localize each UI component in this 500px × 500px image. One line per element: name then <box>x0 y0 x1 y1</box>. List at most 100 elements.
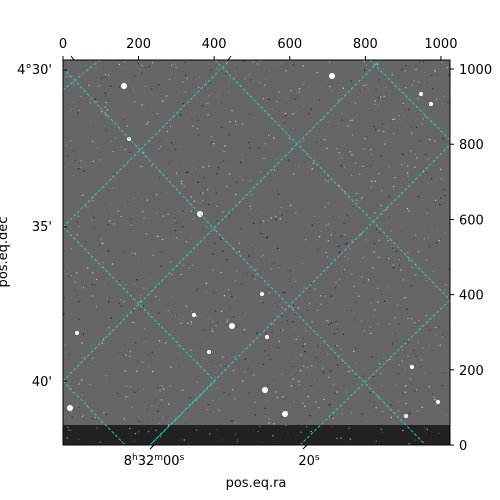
noise-pixel <box>226 319 228 321</box>
noise-pixel <box>289 269 292 272</box>
noise-pixel <box>271 349 273 351</box>
noise-pixel <box>160 265 162 267</box>
noise-pixel <box>274 379 276 382</box>
noise-pixel <box>232 369 235 372</box>
noise-pixel <box>420 169 422 172</box>
noise-pixel <box>102 338 105 340</box>
noise-pixel <box>216 220 218 222</box>
noise-pixel <box>342 87 345 89</box>
noise-pixel <box>202 199 204 201</box>
noise-pixel <box>108 189 110 191</box>
noise-pixel <box>311 168 313 170</box>
noise-pixel <box>201 423 203 426</box>
noise-pixel <box>287 432 289 434</box>
noise-pixel <box>244 358 246 360</box>
noise-pixel <box>145 233 148 235</box>
noise-pixel <box>139 300 141 302</box>
noise-pixel <box>172 238 174 240</box>
noise-pixel <box>330 234 333 236</box>
noise-pixel <box>399 428 401 430</box>
noise-pixel <box>420 325 422 327</box>
noise-pixel <box>428 385 431 388</box>
noise-pixel <box>281 61 283 63</box>
noise-pixel <box>363 69 366 71</box>
noise-pixel <box>304 293 307 296</box>
noise-pixel <box>162 417 164 419</box>
noise-pixel <box>63 297 65 299</box>
noise-pixel <box>438 326 440 328</box>
noise-pixel <box>172 200 174 202</box>
noise-pixel <box>270 217 272 219</box>
noise-pixel <box>382 410 384 413</box>
noise-pixel <box>402 429 404 432</box>
noise-pixel <box>435 333 437 336</box>
noise-pixel <box>228 420 231 423</box>
noise-pixel <box>233 316 235 318</box>
noise-pixel <box>375 129 377 131</box>
noise-pixel <box>316 301 318 303</box>
noise-pixel <box>76 234 78 236</box>
noise-pixel <box>105 114 107 116</box>
noise-pixel <box>291 306 293 308</box>
noise-pixel <box>141 64 143 67</box>
noise-pixel <box>136 279 138 281</box>
noise-pixel <box>278 162 280 164</box>
noise-pixel <box>377 287 379 289</box>
noise-pixel <box>311 321 313 323</box>
noise-pixel <box>82 286 85 289</box>
noise-pixel <box>93 321 95 323</box>
noise-pixel <box>281 329 284 331</box>
noise-pixel <box>394 317 396 319</box>
noise-pixel <box>252 61 254 63</box>
noise-pixel <box>380 110 382 112</box>
noise-pixel <box>99 441 101 444</box>
noise-pixel <box>196 315 198 318</box>
noise-pixel <box>435 242 438 244</box>
noise-pixel <box>141 392 143 394</box>
noise-pixel <box>240 228 242 230</box>
noise-pixel <box>110 317 112 319</box>
noise-pixel <box>281 315 283 317</box>
noise-pixel <box>365 64 367 66</box>
noise-pixel <box>170 296 173 298</box>
noise-pixel <box>167 213 169 216</box>
noise-pixel <box>173 226 175 228</box>
noise-pixel <box>199 76 201 78</box>
noise-pixel <box>288 159 290 161</box>
noise-pixel <box>351 154 353 156</box>
noise-pixel <box>178 443 180 445</box>
noise-pixel <box>344 368 346 370</box>
noise-pixel <box>306 278 309 280</box>
noise-pixel <box>304 343 306 345</box>
noise-pixel <box>98 85 100 87</box>
noise-pixel <box>150 300 152 302</box>
noise-pixel <box>187 322 189 324</box>
noise-pixel <box>260 171 262 173</box>
noise-pixel <box>392 186 395 188</box>
noise-pixel <box>109 220 111 222</box>
noise-pixel <box>187 406 189 408</box>
noise-pixel <box>228 80 230 82</box>
noise-pixel <box>254 401 256 404</box>
noise-pixel <box>129 427 131 430</box>
noise-pixel <box>273 94 275 96</box>
noise-pixel <box>114 137 116 140</box>
noise-pixel <box>378 239 380 241</box>
noise-pixel <box>142 211 144 213</box>
noise-pixel <box>292 173 295 175</box>
noise-pixel <box>330 415 333 417</box>
dec-tick-label-1: 4°30' <box>17 63 52 78</box>
noise-pixel <box>327 169 329 171</box>
noise-pixel <box>82 418 84 421</box>
noise-pixel <box>378 396 380 398</box>
noise-pixel <box>92 199 94 202</box>
noise-pixel <box>70 248 73 250</box>
noise-pixel <box>68 429 70 431</box>
noise-pixel <box>165 193 167 195</box>
noise-pixel <box>395 425 397 427</box>
noise-pixel <box>141 104 143 106</box>
noise-pixel <box>127 201 129 203</box>
noise-pixel <box>440 168 442 170</box>
noise-pixel <box>361 257 364 259</box>
noise-pixel <box>292 321 294 323</box>
